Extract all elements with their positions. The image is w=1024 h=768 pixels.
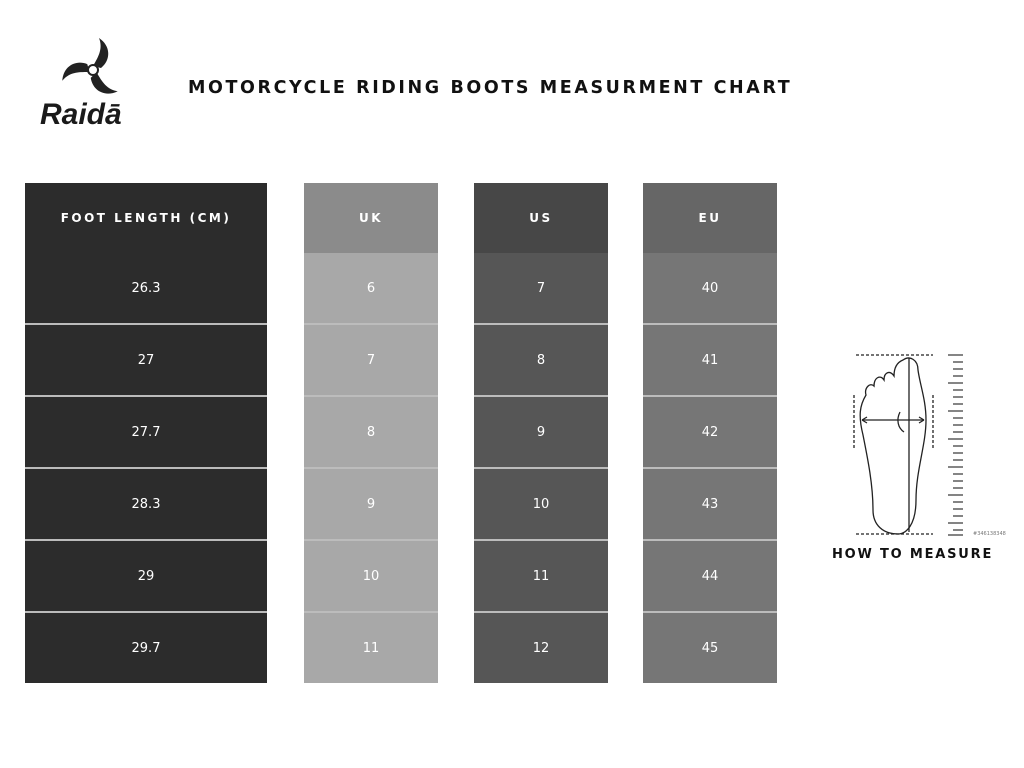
table-cell: 11 [474, 539, 608, 611]
ruler-icon [948, 354, 963, 536]
foot-length-column: FOOT LENGTH (CM) 26.3 27 27.7 28.3 29 29… [25, 183, 267, 683]
column-header: FOOT LENGTH (CM) [25, 183, 267, 253]
table-cell: 29.7 [25, 611, 267, 683]
eu-column: EU 40 41 42 43 44 45 [643, 183, 777, 683]
table-cell: 8 [304, 395, 438, 467]
brand-name: Raidā [40, 98, 122, 131]
table-cell: 28.3 [25, 467, 267, 539]
table-cell: 40 [643, 253, 777, 323]
table-cell: 10 [304, 539, 438, 611]
table-cell: 12 [474, 611, 608, 683]
us-column: US 7 8 9 10 11 12 [474, 183, 608, 683]
table-cell: 44 [643, 539, 777, 611]
table-cell: 42 [643, 395, 777, 467]
table-cell: 10 [474, 467, 608, 539]
table-cell: 26.3 [25, 253, 267, 323]
table-cell: 45 [643, 611, 777, 683]
brand-logo [38, 34, 148, 134]
uk-column: UK 6 7 8 9 10 11 [304, 183, 438, 683]
table-cell: 43 [643, 467, 777, 539]
foot-measurement-icon [853, 354, 963, 536]
table-cell: 9 [304, 467, 438, 539]
table-cell: 7 [304, 323, 438, 395]
how-to-measure-label: HOW TO MEASURE [832, 547, 994, 562]
table-cell: 6 [304, 253, 438, 323]
table-cell: 11 [304, 611, 438, 683]
column-header: US [474, 183, 608, 253]
column-header: EU [643, 183, 777, 253]
table-cell: 27 [25, 323, 267, 395]
tri-blade-logo-icon [62, 38, 118, 94]
page-title: MOTORCYCLE RIDING BOOTS MEASURMENT CHART [188, 78, 793, 98]
table-cell: 8 [474, 323, 608, 395]
image-id-text: #346138348 [973, 531, 1006, 537]
table-cell: 27.7 [25, 395, 267, 467]
table-cell: 29 [25, 539, 267, 611]
table-cell: 7 [474, 253, 608, 323]
table-cell: 9 [474, 395, 608, 467]
column-header: UK [304, 183, 438, 253]
table-cell: 41 [643, 323, 777, 395]
